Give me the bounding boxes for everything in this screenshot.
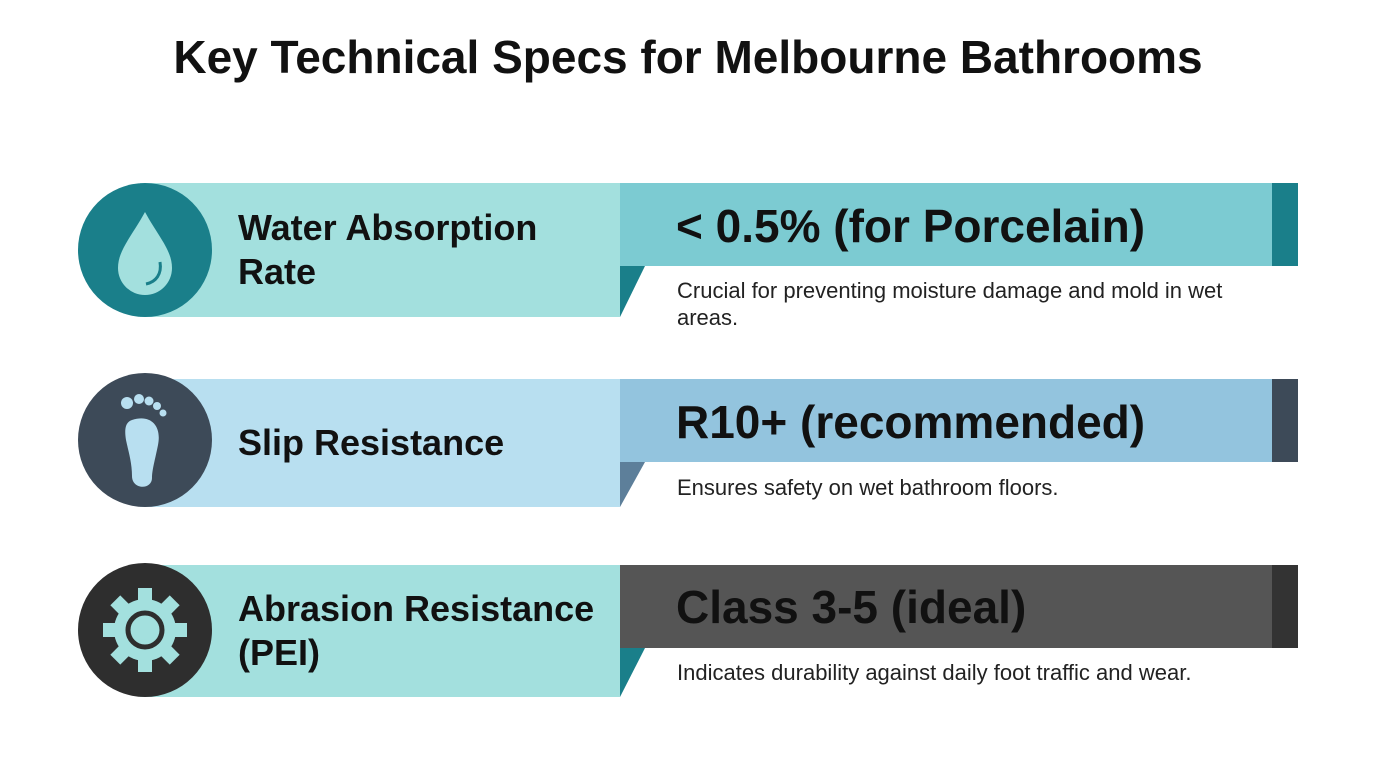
- spec-label: Abrasion Resistance (PEI): [238, 588, 595, 673]
- spec-description: Ensures safety on wet bathroom floors.: [677, 475, 1059, 500]
- value-banner: [620, 565, 1298, 648]
- page-title: Key Technical Specs for Melbourne Bathro…: [173, 31, 1203, 83]
- spec-value: < 0.5% (for Porcelain): [676, 200, 1146, 252]
- foot-icon: [121, 394, 167, 487]
- spec-description: Indicates durability against daily foot …: [677, 660, 1192, 685]
- gear-ring: [125, 610, 165, 650]
- spec-value: Class 3-5 (ideal): [676, 581, 1027, 633]
- gear-hub: [135, 620, 155, 640]
- value-banner: [620, 379, 1298, 462]
- spec-description: Crucial for preventing moisture damage a…: [677, 278, 1223, 330]
- droplet-shine: [145, 261, 162, 286]
- spec-value: R10+ (recommended): [676, 396, 1146, 448]
- value-banner: [620, 183, 1298, 266]
- row-band: [140, 379, 620, 507]
- banner-end: [1272, 379, 1298, 462]
- banner-fold: [620, 462, 645, 507]
- spec-label: Slip Resistance: [238, 422, 505, 463]
- banner-fold: [620, 266, 645, 317]
- row-band: [140, 565, 620, 697]
- banner-end: [1272, 183, 1298, 266]
- banner-end: [1272, 565, 1298, 648]
- spec-label: Water Absorption Rate: [238, 207, 538, 292]
- banner-fold: [620, 648, 645, 697]
- row-band: [140, 183, 620, 317]
